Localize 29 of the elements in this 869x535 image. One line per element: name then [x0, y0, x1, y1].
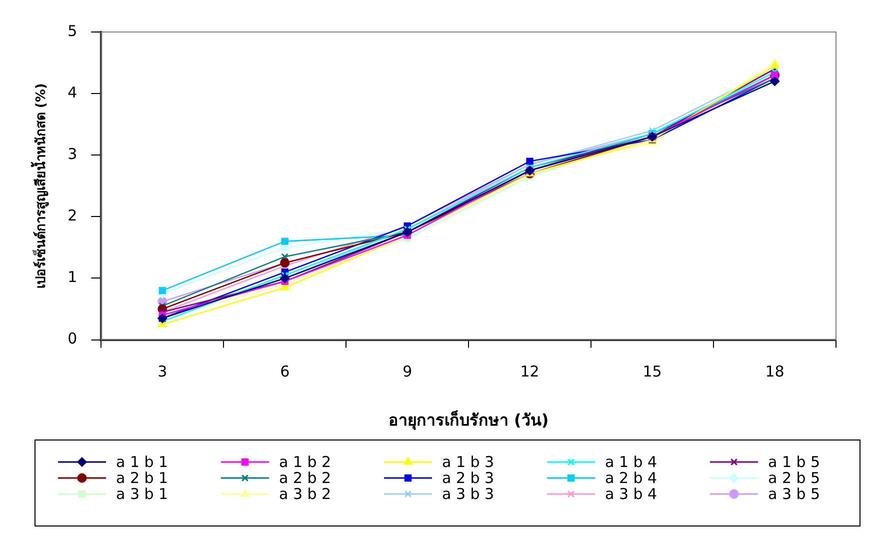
x-axis-title: อายุการเก็บรักษา (วัน) [388, 408, 549, 431]
legend-label: a 2 b 5 [768, 468, 820, 487]
y-tick-label: 4 [68, 83, 78, 102]
y-tick-label: 2 [68, 206, 78, 225]
x-tick-label: 9 [402, 362, 412, 381]
x-tick-label: 15 [642, 362, 662, 381]
y-tick-label: 3 [68, 145, 78, 164]
legend-label: a 2 b 4 [605, 468, 658, 487]
y-tick-label: 0 [68, 330, 78, 348]
legend-label: a 3 b 1 [116, 484, 168, 503]
legend-label: a 3 b 2 [279, 484, 332, 503]
legend-label: a 2 b 3 [442, 468, 494, 487]
y-tick-label: 1 [68, 268, 78, 286]
legend-label: a 1 b 2 [279, 452, 332, 471]
legend-label: a 3 b 4 [605, 484, 658, 503]
x-tick-label: 3 [158, 362, 168, 381]
legend-label: a 2 b 2 [279, 468, 332, 487]
x-tick-label: 6 [280, 362, 290, 381]
legend-label: a 1 b 1 [116, 452, 168, 471]
legend-label: a 3 b 5 [768, 484, 820, 503]
legend-label: a 1 b 5 [768, 452, 820, 471]
x-tick-label: 12 [520, 362, 540, 381]
x-tick-label: 18 [765, 362, 784, 381]
legend-label: a 1 b 4 [605, 452, 658, 471]
legend-label: a 3 b 3 [442, 484, 494, 503]
y-tick-label: 5 [68, 22, 78, 40]
legend-label: a 1 b 3 [442, 452, 494, 471]
legend-label: a 2 b 1 [116, 468, 168, 487]
y-axis-title: เปอร์เซ็นต์การสูญเสียน้ำหนักสด (%) [30, 83, 50, 289]
